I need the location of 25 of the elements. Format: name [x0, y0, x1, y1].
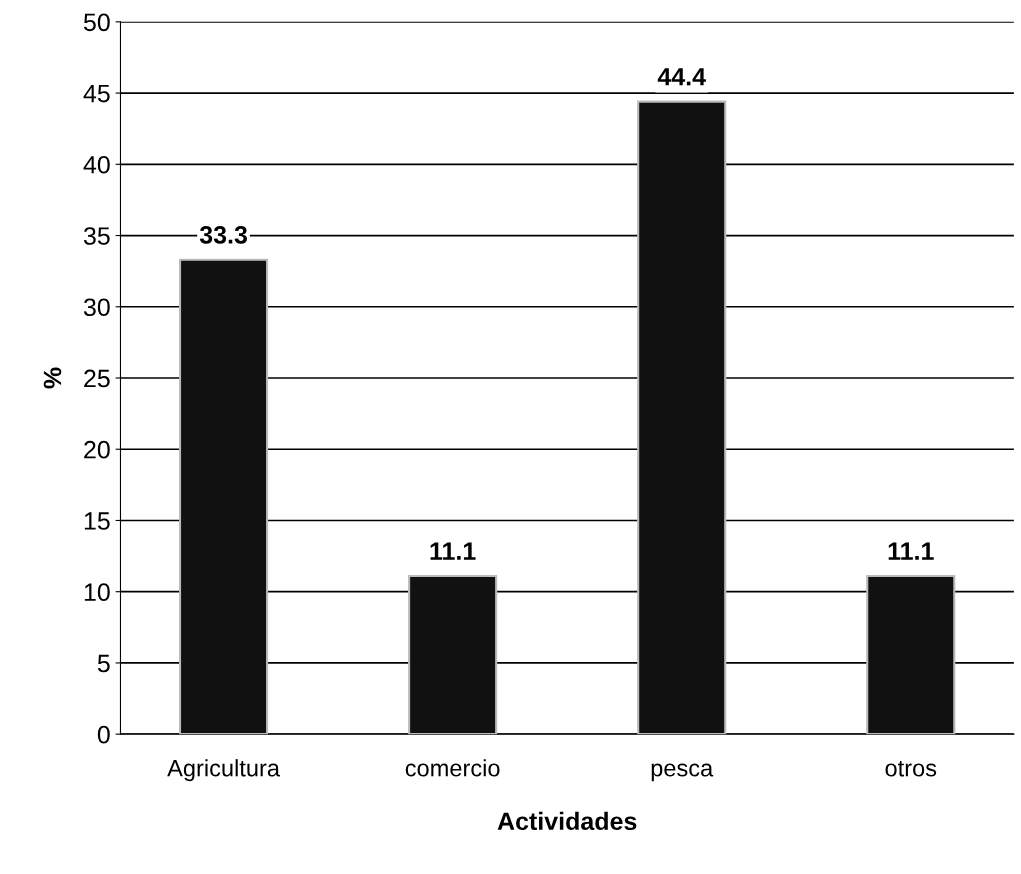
- data-label: 11.1: [430, 542, 476, 560]
- y-tick-label: 15: [84, 512, 110, 530]
- bar: [408, 574, 498, 735]
- bar: [179, 258, 269, 735]
- y-tick-label: 40: [83, 155, 110, 174]
- data-label: 33.3: [199, 226, 247, 244]
- x-tick-label: pesca: [651, 763, 714, 782]
- y-tick-label: 25: [84, 369, 110, 388]
- data-label: 44.4: [657, 68, 706, 86]
- x-tick-label: otros: [885, 761, 937, 777]
- bar: [866, 574, 956, 735]
- y-tick-label: 20: [84, 440, 110, 459]
- y-tick-label: 45: [83, 84, 110, 103]
- y-tick-label: 30: [83, 298, 110, 317]
- y-tick-label: 10: [84, 583, 110, 601]
- x-tick-label: comercio: [405, 759, 500, 777]
- y-tick-label: 5: [97, 654, 110, 673]
- x-axis-title: Actividades: [497, 811, 637, 831]
- y-axis-title: %: [43, 367, 62, 389]
- y-tick-label: 0: [97, 725, 110, 744]
- x-tick-label: Agricultura: [167, 759, 280, 782]
- bar: [637, 100, 727, 735]
- y-tick-label: 35: [83, 227, 110, 245]
- y-tick-label: 50: [83, 13, 110, 32]
- data-label: 11.1: [888, 542, 934, 560]
